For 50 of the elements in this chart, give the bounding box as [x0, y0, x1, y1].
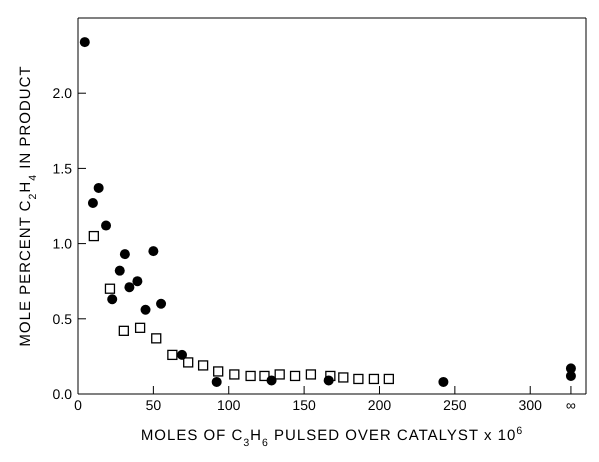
point — [566, 370, 576, 381]
point — [156, 298, 166, 309]
y-tick-label: 1.5 — [52, 160, 72, 176]
point — [94, 182, 104, 193]
point — [229, 369, 240, 380]
point — [438, 376, 448, 387]
point — [245, 370, 256, 382]
point — [338, 372, 348, 383]
point — [368, 374, 380, 384]
point — [259, 370, 270, 382]
y-tick-label: 1.0 — [52, 236, 72, 252]
x-tick-label: 250 — [443, 396, 467, 413]
point — [183, 357, 194, 368]
point — [177, 350, 188, 360]
point — [132, 276, 142, 286]
point — [88, 230, 99, 242]
point — [290, 370, 300, 382]
point — [114, 266, 125, 276]
x-axis-title: MOLES OF C$_{3}$H$_{6}$ PULSED OVER CATALYST x 10$^{6}$ — [140, 425, 524, 449]
point — [124, 282, 134, 292]
x-tick-label: ∞ — [566, 396, 576, 413]
point — [353, 374, 364, 384]
x-tick-label: 150 — [292, 396, 316, 413]
point — [104, 284, 116, 294]
x-tick-label: 300 — [518, 396, 542, 413]
y-tick-label: 2.0 — [52, 85, 72, 102]
point — [384, 374, 394, 384]
point — [325, 370, 336, 382]
point — [120, 249, 130, 260]
point — [140, 304, 151, 315]
point — [107, 294, 118, 304]
point — [134, 322, 146, 333]
point — [101, 220, 112, 231]
x-tick-label: 0 — [74, 396, 82, 413]
y-tick-label: 0.5 — [52, 310, 72, 327]
point — [80, 37, 90, 48]
x-tick-label: 50 — [146, 396, 162, 413]
point — [212, 376, 222, 387]
point — [118, 326, 129, 336]
point — [198, 360, 208, 371]
point — [167, 350, 178, 360]
point — [274, 369, 285, 380]
point — [213, 366, 224, 377]
x-tick-label: 100 — [217, 396, 241, 413]
point — [306, 369, 316, 380]
point — [151, 333, 162, 344]
point — [88, 198, 98, 208]
point — [148, 246, 158, 256]
y-tick-label: 0.0 — [52, 386, 72, 402]
x-tick-label: 200 — [368, 396, 392, 413]
